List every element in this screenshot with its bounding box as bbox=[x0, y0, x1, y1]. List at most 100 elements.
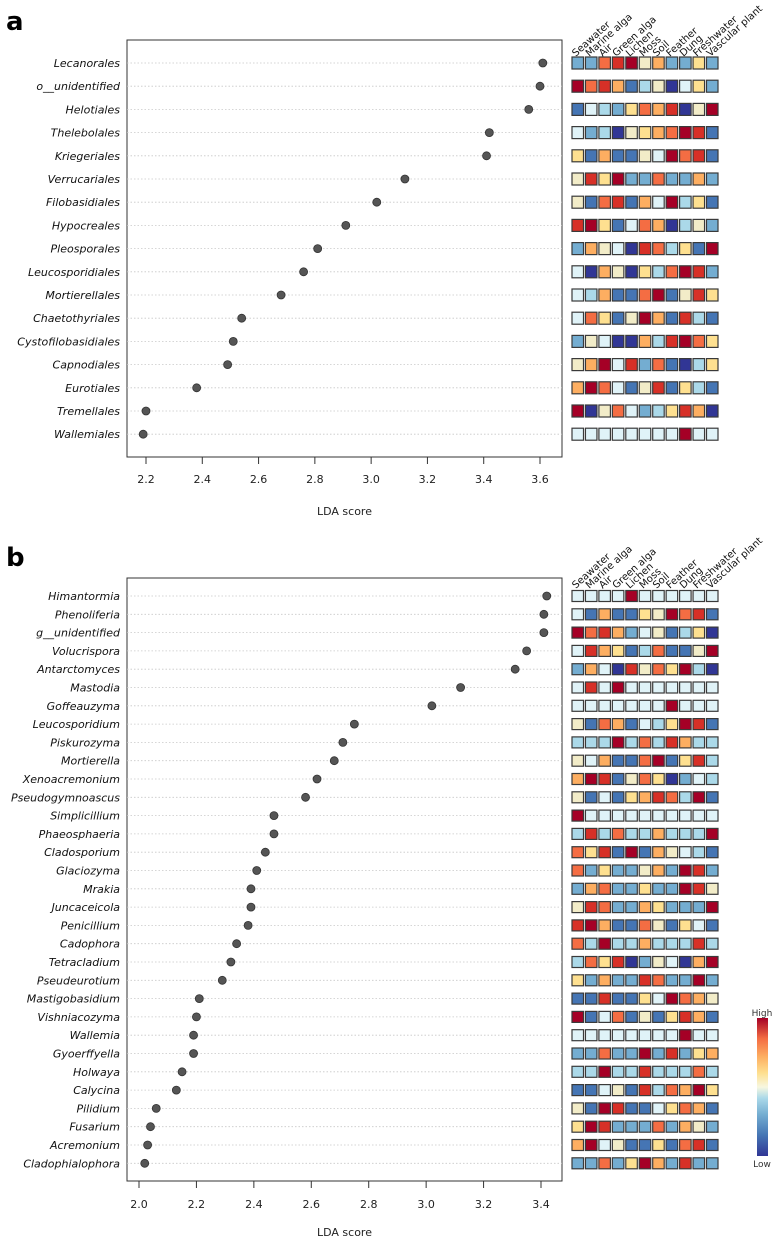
heatmap-cell bbox=[638, 589, 652, 603]
heatmap-cell bbox=[705, 626, 719, 639]
heatmap-cell bbox=[678, 334, 692, 348]
heatmap-cell bbox=[598, 992, 612, 1005]
heatmap-cell bbox=[584, 265, 598, 279]
heatmap-cell bbox=[692, 242, 706, 256]
heatmap-cell bbox=[598, 864, 612, 877]
heatmap-cell bbox=[625, 717, 638, 731]
heatmap-cell bbox=[584, 172, 598, 186]
heatmap-cell bbox=[652, 736, 665, 749]
heatmap-cell bbox=[625, 772, 638, 786]
heatmap-cell bbox=[638, 626, 652, 639]
taxon-label: Phenoliferia bbox=[55, 608, 120, 621]
heatmap-cell bbox=[584, 311, 598, 325]
heatmap-cell bbox=[571, 1138, 585, 1152]
heatmap-cell bbox=[598, 919, 612, 932]
taxon-label: o__unidentified bbox=[36, 80, 121, 93]
taxon-label: Himantormia bbox=[48, 590, 120, 603]
heatmap-cell bbox=[598, 937, 612, 950]
heatmap-cell bbox=[611, 736, 625, 749]
heatmap-cell bbox=[638, 827, 652, 841]
heatmap-cell bbox=[678, 1138, 692, 1152]
heatmap-cell bbox=[625, 1138, 638, 1152]
lda-point bbox=[252, 866, 262, 875]
taxon-label: Mastodia bbox=[70, 682, 120, 695]
lda-point bbox=[226, 957, 236, 967]
heatmap-cell bbox=[705, 827, 719, 841]
heatmap-cell bbox=[611, 381, 625, 395]
heatmap-cell bbox=[625, 955, 638, 969]
x-axis-label: LDA score bbox=[317, 505, 372, 518]
heatmap-cell bbox=[625, 699, 638, 712]
heatmap-cell bbox=[692, 809, 706, 822]
heatmap-cell bbox=[584, 1047, 598, 1060]
heatmap-cell bbox=[638, 1047, 652, 1060]
heatmap-cell bbox=[625, 900, 638, 914]
heatmap-cell bbox=[638, 900, 652, 914]
heatmap-cell bbox=[638, 937, 652, 950]
heatmap-cell bbox=[705, 900, 719, 914]
heatmap-cell bbox=[652, 589, 665, 603]
lda-point bbox=[510, 664, 520, 674]
x-tick-label: 2.6 bbox=[250, 473, 268, 486]
x-tick-label: 3.4 bbox=[475, 473, 493, 486]
heatmap-cell bbox=[625, 1047, 638, 1060]
heatmap-cell bbox=[652, 864, 665, 877]
heatmap-cell bbox=[705, 974, 719, 987]
heatmap-cell bbox=[611, 1138, 625, 1152]
heatmap-cell bbox=[705, 1102, 719, 1115]
heatmap-cell bbox=[584, 663, 598, 676]
heatmap-cell bbox=[584, 699, 598, 712]
heatmap-cell bbox=[692, 1102, 706, 1115]
heatmap-cell bbox=[598, 242, 612, 256]
heatmap-cell bbox=[625, 427, 638, 441]
taxon-label: Glaciozyma bbox=[56, 865, 120, 878]
heatmap-cell bbox=[638, 195, 652, 209]
heatmap-cell bbox=[678, 754, 692, 767]
heatmap-cell bbox=[611, 846, 625, 859]
taxon-label: Leucosporidiales bbox=[28, 266, 120, 279]
heatmap-cell bbox=[705, 334, 719, 348]
heatmap-cell bbox=[571, 79, 585, 93]
heatmap-cell bbox=[571, 1102, 585, 1115]
taxon-label: Mortierella bbox=[61, 755, 120, 768]
x-tick-label: 3.4 bbox=[532, 1198, 550, 1211]
heatmap-cell bbox=[638, 1083, 652, 1097]
heatmap-cell bbox=[692, 663, 706, 676]
heatmap-cell bbox=[625, 974, 638, 987]
heatmap-cell bbox=[678, 56, 692, 70]
heatmap-cell bbox=[665, 195, 679, 209]
heatmap-cell bbox=[705, 589, 719, 603]
heatmap-cell bbox=[638, 265, 652, 279]
heatmap-cell bbox=[598, 717, 612, 731]
heatmap-cell bbox=[611, 992, 625, 1005]
taxon-label: Wallemia bbox=[70, 1029, 121, 1042]
heatmap-cell bbox=[611, 265, 625, 279]
heatmap-cell bbox=[571, 717, 585, 731]
heatmap-cell bbox=[652, 334, 665, 348]
heatmap-cell bbox=[611, 288, 625, 302]
lda-point bbox=[143, 1140, 153, 1150]
heatmap-cell bbox=[678, 589, 692, 603]
heatmap-cell bbox=[584, 772, 598, 786]
lda-point bbox=[539, 609, 549, 619]
heatmap-cell bbox=[705, 644, 719, 658]
heatmap-cell bbox=[571, 809, 585, 822]
heatmap-cell bbox=[638, 56, 652, 70]
heatmap-cell bbox=[611, 717, 625, 731]
heatmap-cell bbox=[625, 644, 638, 658]
heatmap-cell bbox=[678, 937, 692, 950]
heatmap-cell bbox=[611, 334, 625, 348]
heatmap-cell bbox=[678, 381, 692, 395]
lda-point bbox=[243, 921, 253, 930]
heatmap-cell bbox=[692, 900, 706, 914]
heatmap-cell bbox=[705, 791, 719, 804]
heatmap-cell bbox=[652, 791, 665, 804]
heatmap-cell bbox=[705, 699, 719, 712]
heatmap-cell bbox=[652, 937, 665, 950]
heatmap-cell bbox=[571, 827, 585, 841]
x-tick-label: 2.2 bbox=[137, 473, 155, 486]
heatmap-cell bbox=[611, 626, 625, 639]
heatmap-cell bbox=[665, 608, 679, 621]
heatmap-cell bbox=[638, 218, 652, 232]
heatmap-cell bbox=[598, 311, 612, 325]
